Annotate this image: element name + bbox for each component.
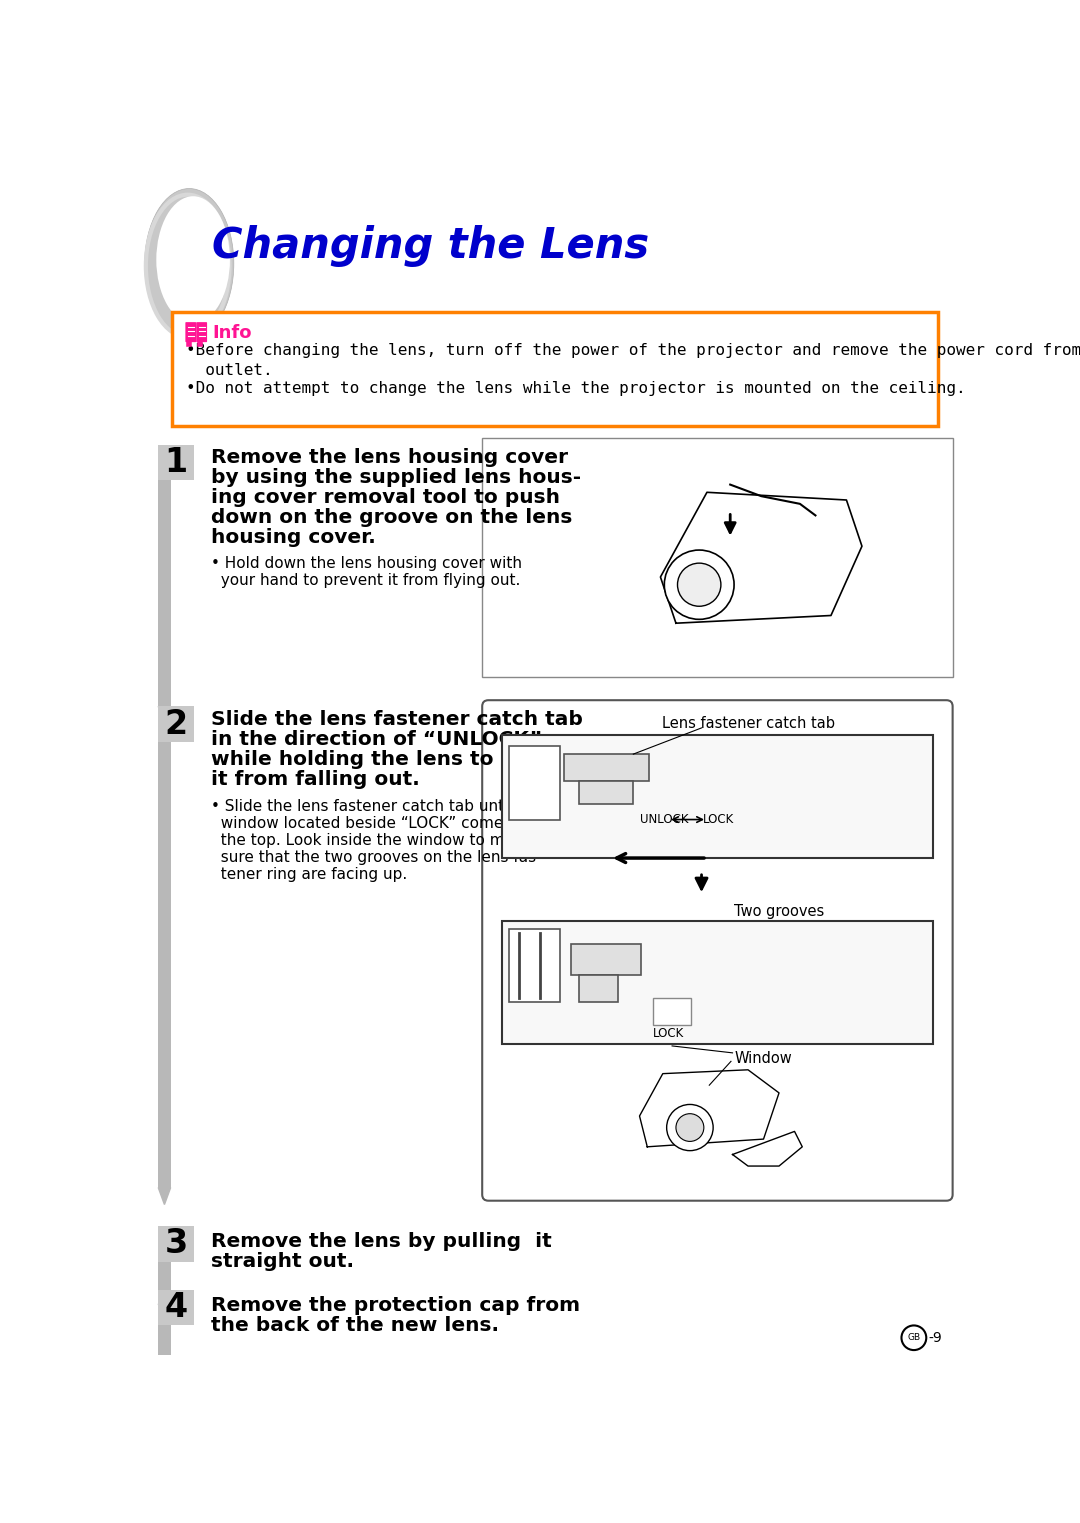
Polygon shape bbox=[661, 492, 862, 623]
Text: 3: 3 bbox=[164, 1228, 188, 1261]
Bar bbox=[159, 742, 171, 1188]
Bar bbox=[159, 1226, 194, 1261]
Text: 4: 4 bbox=[164, 1292, 188, 1323]
Bar bbox=[482, 439, 953, 678]
Text: LOCK: LOCK bbox=[652, 1028, 684, 1040]
Text: Lens fastener catch tab: Lens fastener catch tab bbox=[662, 716, 835, 731]
Text: Window: Window bbox=[734, 1051, 793, 1066]
Polygon shape bbox=[159, 1357, 171, 1371]
Text: 2: 2 bbox=[164, 708, 188, 740]
Bar bbox=[159, 1290, 194, 1325]
Text: tener ring are facing up.: tener ring are facing up. bbox=[211, 867, 407, 882]
Text: Remove the protection cap from: Remove the protection cap from bbox=[211, 1296, 580, 1316]
Text: Remove the lens housing cover: Remove the lens housing cover bbox=[211, 448, 568, 468]
Text: •Do not attempt to change the lens while the projector is mounted on the ceiling: •Do not attempt to change the lens while… bbox=[186, 381, 966, 396]
Circle shape bbox=[677, 564, 721, 606]
Text: • Slide the lens fastener catch tab until the: • Slide the lens fastener catch tab unti… bbox=[211, 798, 542, 813]
Text: UNLOCK: UNLOCK bbox=[640, 813, 689, 825]
Text: •Before changing the lens, turn off the power of the projector and remove the po: •Before changing the lens, turn off the … bbox=[186, 343, 1080, 358]
Text: • Hold down the lens housing cover with: • Hold down the lens housing cover with bbox=[211, 556, 522, 571]
FancyBboxPatch shape bbox=[197, 323, 207, 343]
Text: -9: -9 bbox=[929, 1331, 943, 1345]
Circle shape bbox=[676, 1113, 704, 1141]
Ellipse shape bbox=[157, 196, 230, 323]
Bar bbox=[159, 1261, 171, 1304]
Bar bbox=[564, 754, 649, 781]
Text: window located beside “LOCK” comes to: window located beside “LOCK” comes to bbox=[211, 816, 531, 830]
Polygon shape bbox=[159, 1188, 171, 1205]
Bar bbox=[579, 975, 618, 1002]
Text: 1: 1 bbox=[164, 446, 188, 478]
Bar bbox=[159, 480, 171, 707]
Bar bbox=[510, 929, 559, 1002]
Text: housing cover.: housing cover. bbox=[211, 528, 376, 547]
Text: sure that the two grooves on the lens fas-: sure that the two grooves on the lens fa… bbox=[211, 850, 541, 865]
Text: down on the groove on the lens: down on the groove on the lens bbox=[211, 509, 572, 527]
Text: by using the supplied lens hous-: by using the supplied lens hous- bbox=[211, 469, 581, 487]
Circle shape bbox=[664, 550, 734, 620]
Circle shape bbox=[666, 1104, 713, 1151]
Text: the back of the new lens.: the back of the new lens. bbox=[211, 1316, 499, 1336]
Text: in the direction of “UNLOCK”: in the direction of “UNLOCK” bbox=[211, 730, 542, 749]
Polygon shape bbox=[159, 1304, 171, 1319]
Circle shape bbox=[902, 1325, 927, 1349]
Text: your hand to prevent it from flying out.: your hand to prevent it from flying out. bbox=[211, 573, 521, 588]
Polygon shape bbox=[639, 1069, 779, 1147]
Text: the top. Look inside the window to make: the top. Look inside the window to make bbox=[211, 833, 531, 848]
Text: Slide the lens fastener catch tab: Slide the lens fastener catch tab bbox=[211, 710, 583, 730]
Bar bbox=[159, 445, 194, 480]
Text: LOCK: LOCK bbox=[703, 813, 734, 825]
Bar bbox=[501, 736, 933, 857]
Bar bbox=[159, 1325, 171, 1357]
Text: Changing the Lens: Changing the Lens bbox=[213, 225, 650, 267]
Bar bbox=[652, 998, 691, 1025]
FancyBboxPatch shape bbox=[186, 323, 197, 343]
FancyBboxPatch shape bbox=[482, 701, 953, 1200]
Bar bbox=[579, 781, 633, 804]
Text: straight out.: straight out. bbox=[211, 1252, 354, 1272]
Bar bbox=[510, 746, 559, 819]
Text: Two grooves: Two grooves bbox=[734, 905, 824, 920]
Polygon shape bbox=[159, 707, 171, 723]
Text: it from falling out.: it from falling out. bbox=[211, 771, 420, 789]
Text: ing cover removal tool to push: ing cover removal tool to push bbox=[211, 489, 559, 507]
Polygon shape bbox=[732, 1132, 802, 1167]
Bar bbox=[501, 921, 933, 1045]
Text: GB: GB bbox=[907, 1333, 920, 1342]
Text: outlet.: outlet. bbox=[186, 362, 273, 378]
Text: Remove the lens by pulling  it: Remove the lens by pulling it bbox=[211, 1232, 552, 1252]
Bar bbox=[172, 312, 937, 426]
Text: while holding the lens to prevent: while holding the lens to prevent bbox=[211, 751, 590, 769]
Bar bbox=[571, 944, 642, 975]
Bar bbox=[159, 707, 194, 742]
Ellipse shape bbox=[145, 189, 233, 338]
Text: Info: Info bbox=[213, 324, 252, 341]
